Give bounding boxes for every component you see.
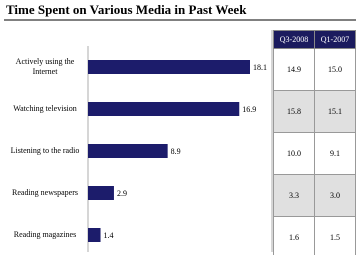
data-label: 8.9 xyxy=(171,147,181,156)
table-cell: 1.5 xyxy=(314,216,356,255)
table-cell: 1.6 xyxy=(273,216,315,255)
column-header: Q3-2008 xyxy=(273,30,315,49)
category-label: Actively using the Internet xyxy=(15,57,75,76)
bar xyxy=(88,228,101,242)
table-cell: 3.0 xyxy=(314,174,356,217)
table-cell: 15.0 xyxy=(314,48,356,91)
chart-title: Time Spent on Various Media in Past Week xyxy=(6,2,247,17)
table-cell: 3.3 xyxy=(273,174,315,217)
category-label: Reading newspapers xyxy=(12,188,78,197)
column-header: Q1-2007 xyxy=(314,30,356,49)
category-label: Listening to the radio xyxy=(10,146,80,155)
bar xyxy=(88,102,240,116)
category-label: Reading magazines xyxy=(13,230,77,239)
data-label: 1.4 xyxy=(104,231,114,240)
table-cell: 14.9 xyxy=(273,48,315,91)
table-cell: 15.8 xyxy=(273,90,315,133)
category-label: Watching television xyxy=(13,104,77,113)
table-cell: 10.0 xyxy=(273,132,315,175)
table-cell: 15.1 xyxy=(314,90,356,133)
data-table: Q3-2008 Q1-2007 14.9 15.0 15.8 15.1 10.0 9.1 3.3… xyxy=(273,30,356,255)
bar xyxy=(88,60,250,74)
bar xyxy=(88,186,114,200)
data-label: 18.1 xyxy=(253,63,267,72)
data-label: 2.9 xyxy=(117,189,127,198)
bar xyxy=(88,144,168,158)
table-cell: 9.1 xyxy=(314,132,356,175)
data-label: 16.9 xyxy=(242,105,256,114)
